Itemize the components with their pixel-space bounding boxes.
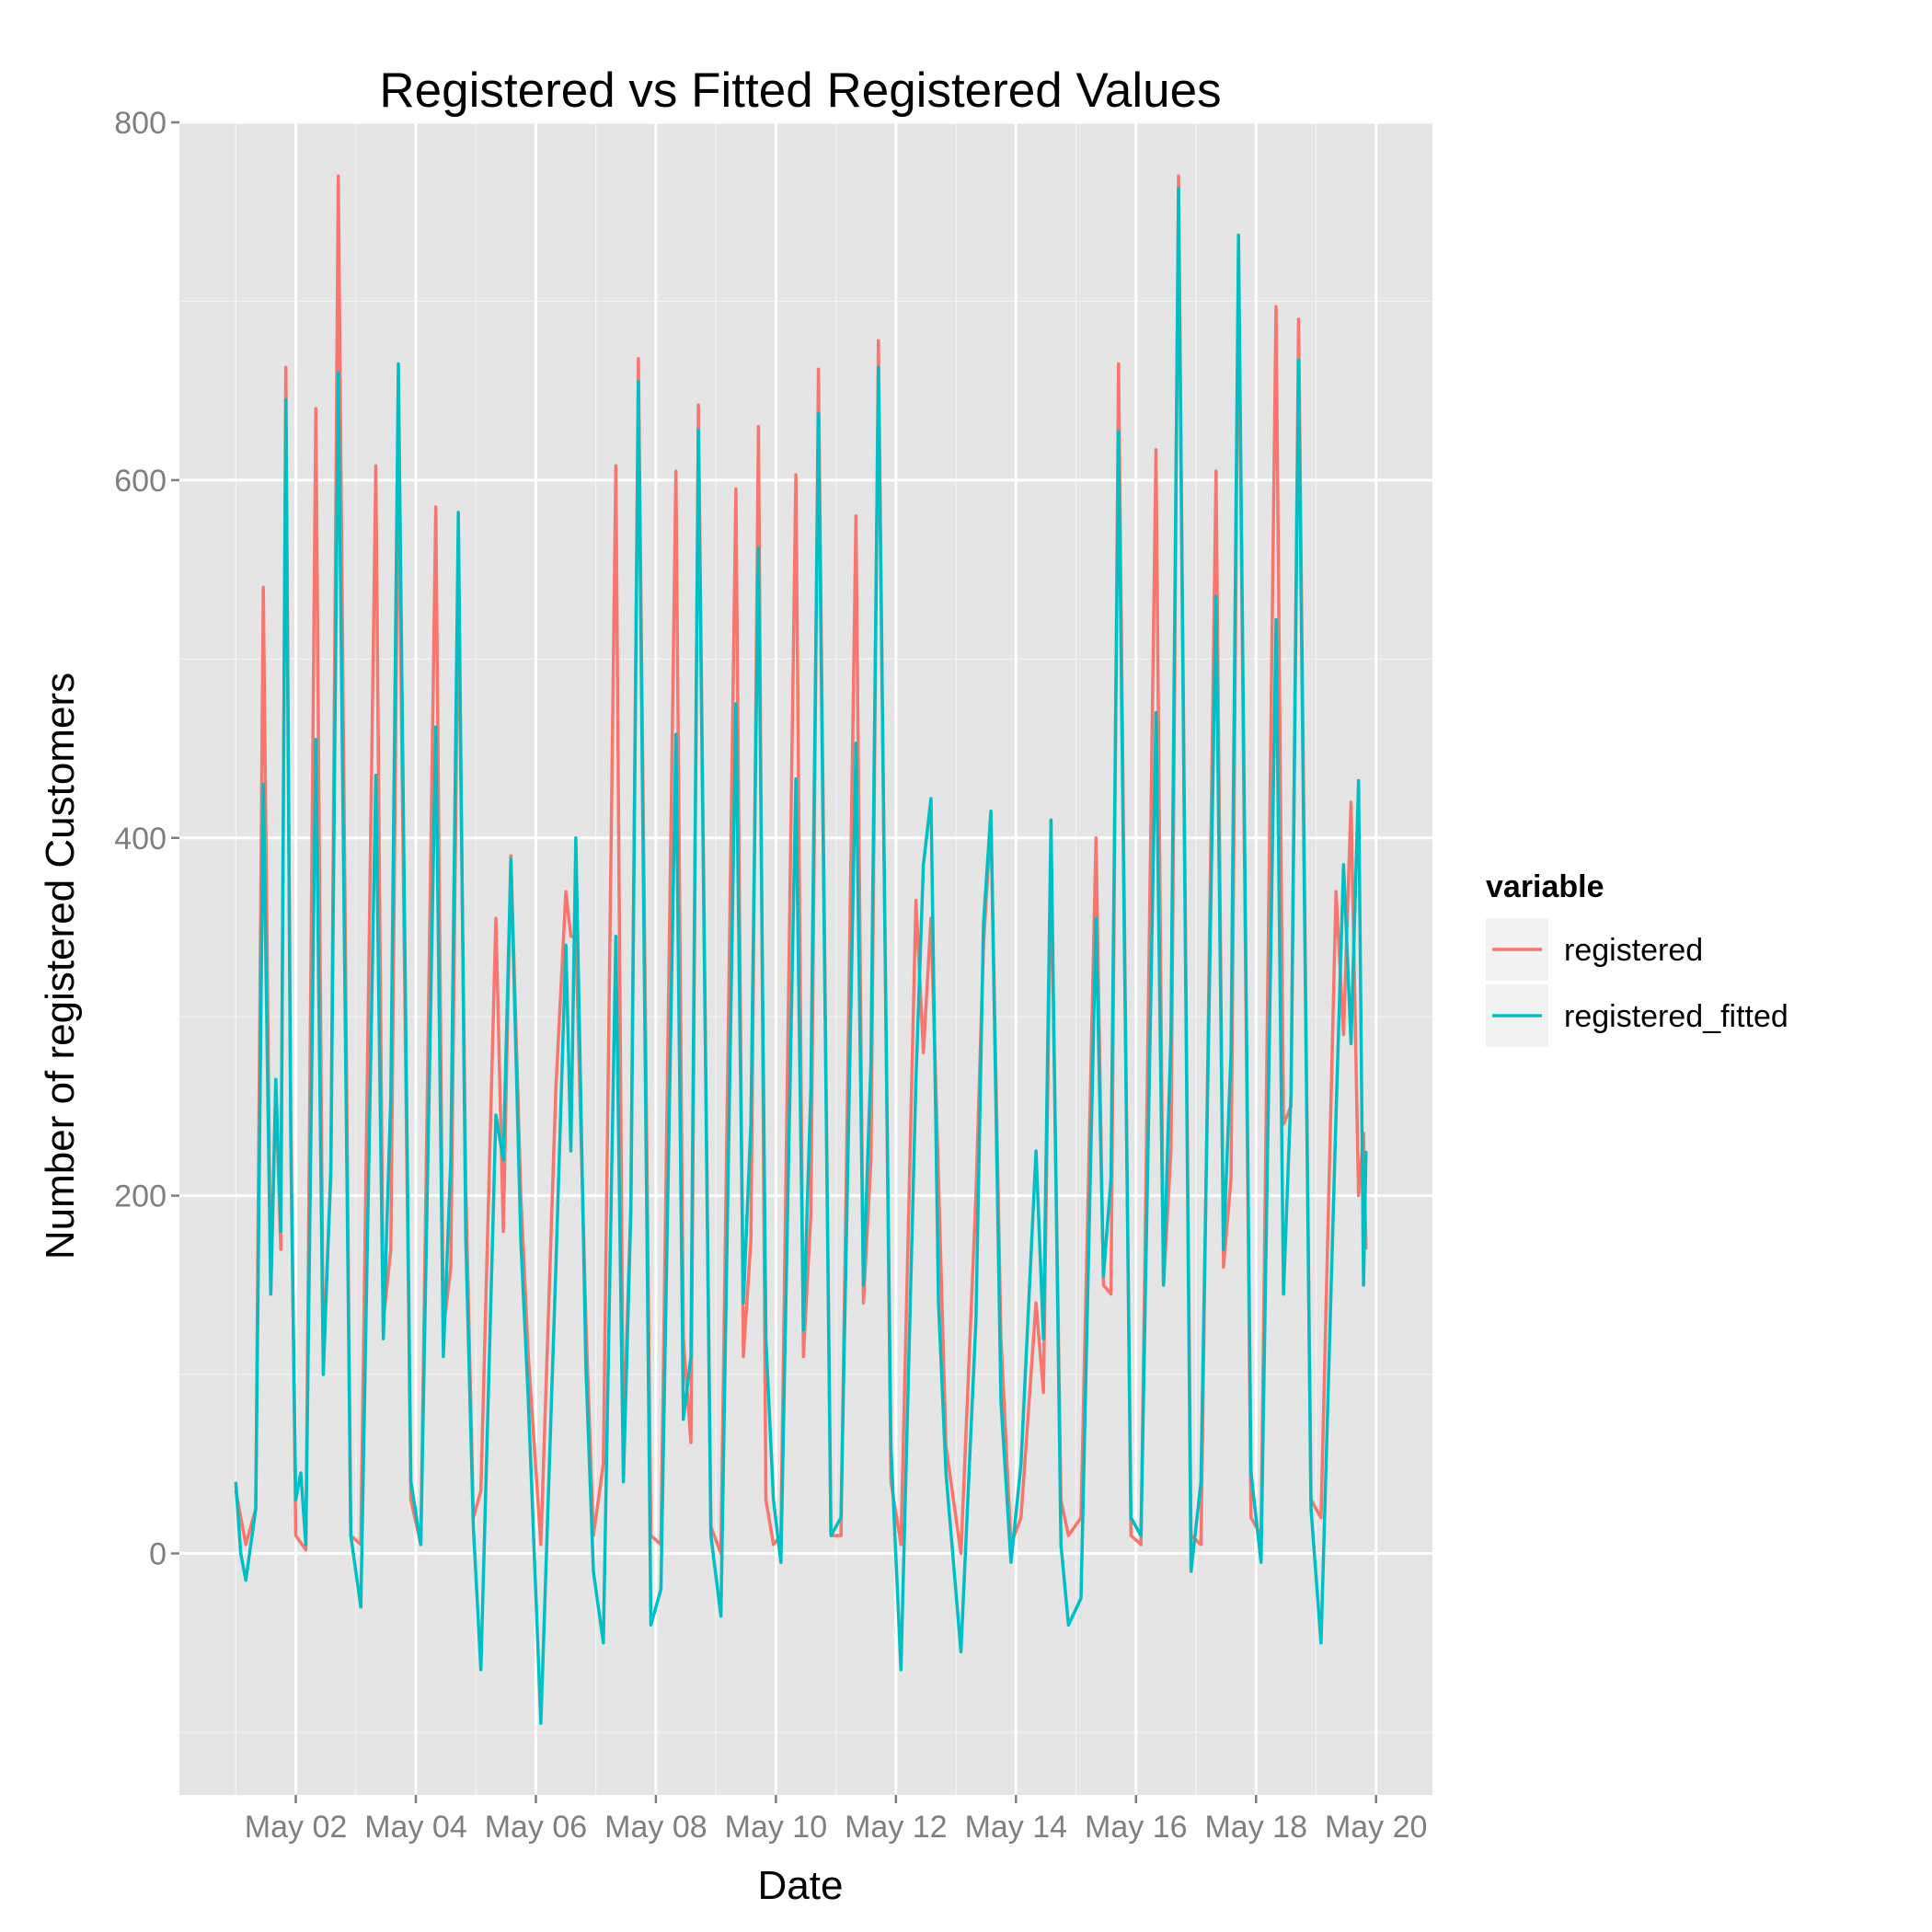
legend-title: variable — [1486, 869, 1604, 904]
y-axis: 0 200 400 600 800 — [114, 106, 179, 1572]
y-tick-label: 0 — [149, 1537, 167, 1572]
y-tick-label: 800 — [114, 106, 167, 141]
y-tick-label: 600 — [114, 464, 167, 499]
x-tick-label: May 16 — [1085, 1810, 1188, 1845]
chart-title: Registered vs Fitted Registered Values — [379, 63, 1221, 118]
x-tick-label: May 08 — [604, 1810, 707, 1845]
x-tick-label: May 12 — [845, 1810, 948, 1845]
x-tick-label: May 06 — [485, 1810, 588, 1845]
x-axis: May 02 May 04 May 06 May 08 May 10 May 12 May … — [245, 1795, 1428, 1845]
y-axis-title: Number of registered Customers — [38, 673, 83, 1259]
grid-minor — [179, 122, 1432, 1795]
x-tick-label: May 18 — [1204, 1810, 1307, 1845]
legend: variable registered registered_fitted — [1486, 869, 1788, 1047]
series-line-registered_fitted — [234, 187, 1368, 1725]
legend-label: registered_fitted — [1564, 999, 1788, 1034]
legend-label: registered — [1564, 933, 1703, 968]
x-tick-label: May 10 — [725, 1810, 828, 1845]
x-tick-label: May 14 — [965, 1810, 1068, 1845]
y-tick-label: 200 — [114, 1179, 167, 1214]
x-axis-title: Date — [758, 1863, 844, 1908]
plot-panel — [179, 122, 1432, 1795]
y-tick-label: 400 — [114, 822, 167, 857]
series-lines — [234, 174, 1368, 1725]
x-tick-label: May 04 — [364, 1810, 467, 1845]
x-tick-label: May 02 — [245, 1810, 348, 1845]
x-tick-label: May 20 — [1325, 1810, 1428, 1845]
